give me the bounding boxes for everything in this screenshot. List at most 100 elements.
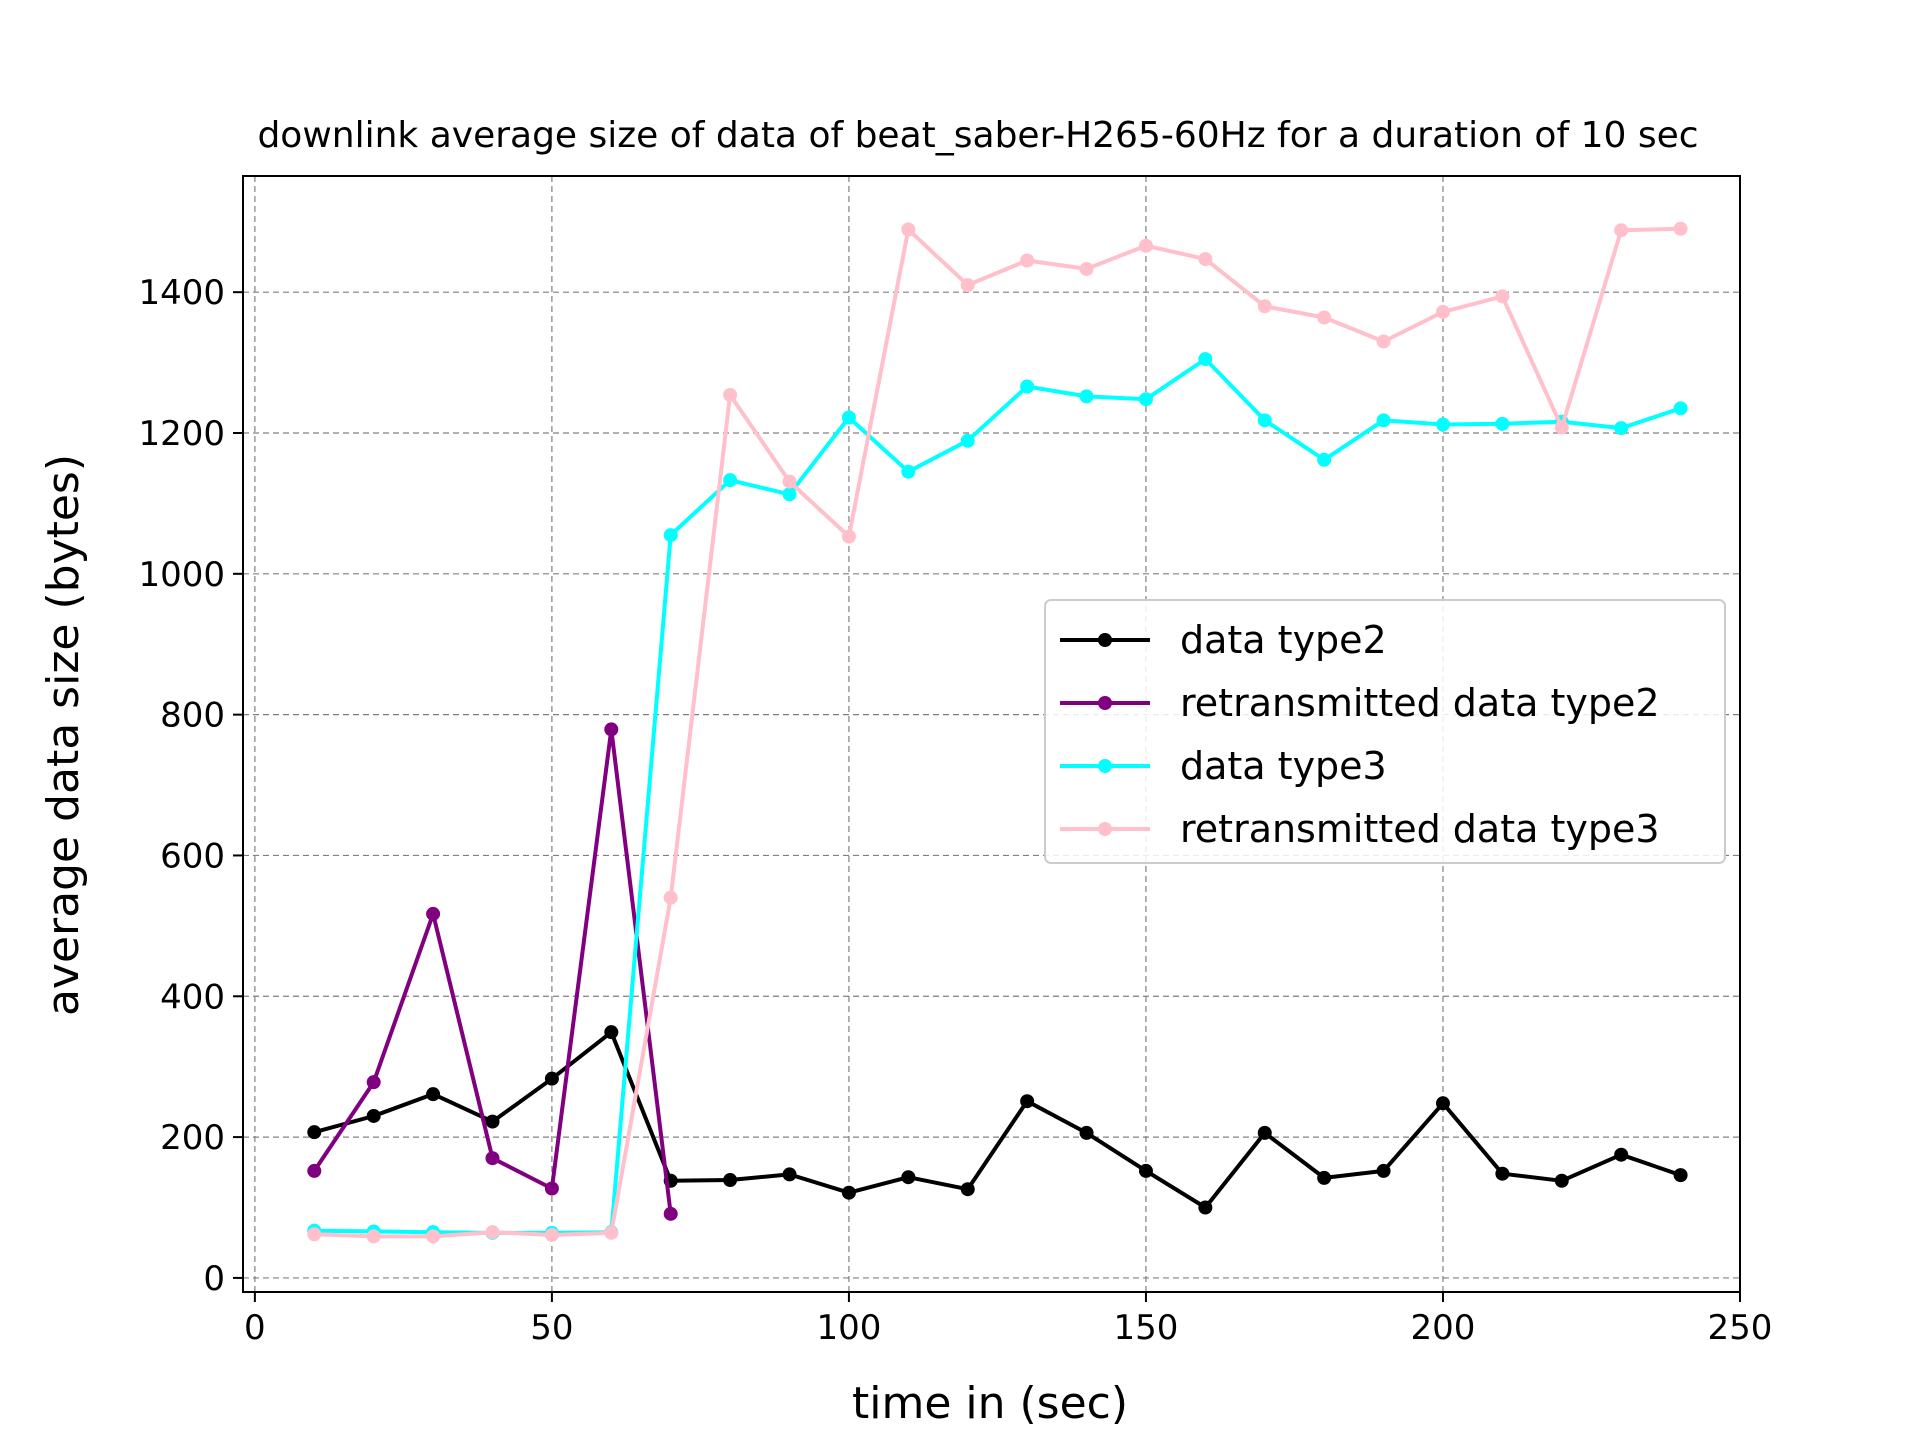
legend-swatch-marker bbox=[1098, 633, 1112, 647]
data-point bbox=[1079, 261, 1094, 276]
data-point bbox=[1614, 421, 1629, 436]
data-point bbox=[604, 1025, 619, 1040]
data-point bbox=[1554, 420, 1569, 435]
data-point bbox=[426, 1229, 441, 1244]
data-point bbox=[1198, 1200, 1213, 1215]
data-point bbox=[1435, 417, 1450, 432]
data-point bbox=[485, 1114, 500, 1129]
data-point bbox=[1198, 252, 1213, 267]
data-point bbox=[307, 1125, 322, 1140]
data-point bbox=[1020, 253, 1035, 268]
chart-title: downlink average size of data of beat_sa… bbox=[257, 115, 1698, 156]
x-tick-label: 100 bbox=[816, 1308, 881, 1348]
data-point bbox=[544, 1227, 559, 1242]
y-tick-label: 800 bbox=[160, 696, 225, 736]
series-retransmitted-data-type2 bbox=[307, 722, 678, 1221]
series-data-type2 bbox=[307, 1025, 1688, 1215]
data-point bbox=[841, 1185, 856, 1200]
data-point bbox=[307, 1163, 322, 1178]
data-point bbox=[782, 1167, 797, 1182]
legend-box bbox=[1044, 599, 1726, 864]
data-point bbox=[1138, 392, 1153, 407]
plot-area-frame bbox=[242, 175, 1741, 1293]
x-tick-label: 0 bbox=[244, 1308, 266, 1348]
legend-label: retransmitted data type3 bbox=[1180, 807, 1660, 851]
data-point bbox=[901, 1170, 916, 1185]
data-point bbox=[1138, 238, 1153, 253]
data-point bbox=[1673, 401, 1688, 416]
data-point bbox=[307, 1227, 322, 1242]
data-point bbox=[366, 1229, 381, 1244]
data-point bbox=[841, 529, 856, 544]
data-point bbox=[1079, 1125, 1094, 1140]
data-point bbox=[1138, 1163, 1153, 1178]
y-tick-label: 200 bbox=[160, 1118, 225, 1158]
legend-label: retransmitted data type2 bbox=[1180, 681, 1660, 725]
data-point bbox=[1317, 1170, 1332, 1185]
y-tick-label: 600 bbox=[160, 836, 225, 876]
data-point bbox=[366, 1075, 381, 1090]
legend-swatch-marker bbox=[1098, 822, 1112, 836]
data-point bbox=[544, 1181, 559, 1196]
data-point bbox=[782, 474, 797, 489]
series-line bbox=[314, 226, 1681, 1239]
series-line bbox=[313, 1030, 1682, 1210]
data-point bbox=[663, 1206, 678, 1221]
data-point bbox=[1495, 1166, 1510, 1181]
data-point bbox=[1614, 1147, 1629, 1162]
data-point bbox=[960, 433, 975, 448]
data-point bbox=[1317, 452, 1332, 467]
legend: data type2 retransmitted data type2 data t… bbox=[1044, 599, 1726, 864]
data-point bbox=[663, 528, 678, 543]
legend-swatch-marker bbox=[1098, 696, 1112, 710]
series-group bbox=[307, 221, 1688, 1244]
data-point bbox=[544, 1071, 559, 1086]
data-point bbox=[841, 410, 856, 425]
data-point bbox=[1257, 299, 1272, 314]
data-point bbox=[1495, 416, 1510, 431]
data-point bbox=[1020, 1094, 1035, 1109]
y-tick-label: 0 bbox=[203, 1259, 225, 1299]
data-point bbox=[960, 1182, 975, 1197]
y-tick-label: 1400 bbox=[138, 273, 225, 313]
data-point bbox=[1317, 310, 1332, 325]
data-point bbox=[1020, 379, 1035, 394]
data-point bbox=[1673, 221, 1688, 236]
x-tick-label: 50 bbox=[530, 1308, 573, 1348]
y-axis-label: average data size (bytes) bbox=[38, 454, 89, 1016]
y-tick-label: 1200 bbox=[138, 414, 225, 454]
data-point bbox=[1079, 389, 1094, 404]
data-point bbox=[782, 487, 797, 502]
y-tick-label: 400 bbox=[160, 977, 225, 1017]
x-axis-label: time in (sec) bbox=[852, 1378, 1128, 1429]
data-point bbox=[604, 1225, 619, 1240]
series-retransmitted-data-type3 bbox=[307, 221, 1688, 1244]
data-point bbox=[604, 722, 619, 737]
data-point bbox=[426, 1087, 441, 1102]
data-point bbox=[901, 464, 916, 479]
x-tick-label: 200 bbox=[1411, 1308, 1476, 1348]
data-point bbox=[1435, 1096, 1450, 1111]
data-point bbox=[723, 387, 738, 402]
data-point bbox=[1554, 1173, 1569, 1188]
data-point bbox=[366, 1108, 381, 1123]
data-point bbox=[1376, 1163, 1391, 1178]
data-point bbox=[1673, 1168, 1688, 1183]
data-point bbox=[1198, 352, 1213, 367]
data-point bbox=[426, 906, 441, 921]
data-point bbox=[960, 278, 975, 293]
data-point bbox=[1614, 223, 1629, 238]
x-tick-label: 150 bbox=[1113, 1308, 1178, 1348]
data-point bbox=[1376, 413, 1391, 428]
data-point bbox=[1376, 334, 1391, 349]
data-point bbox=[485, 1151, 500, 1166]
legend-swatch-marker bbox=[1098, 759, 1112, 773]
data-point bbox=[1435, 304, 1450, 319]
data-point bbox=[485, 1225, 500, 1240]
data-point bbox=[663, 890, 678, 905]
axis-ticks: 0 50 100 150 200 250 0 200 400 600 800 1000 1200 1400 bbox=[138, 273, 1772, 1348]
data-point bbox=[723, 1173, 738, 1188]
data-point bbox=[1495, 289, 1510, 304]
